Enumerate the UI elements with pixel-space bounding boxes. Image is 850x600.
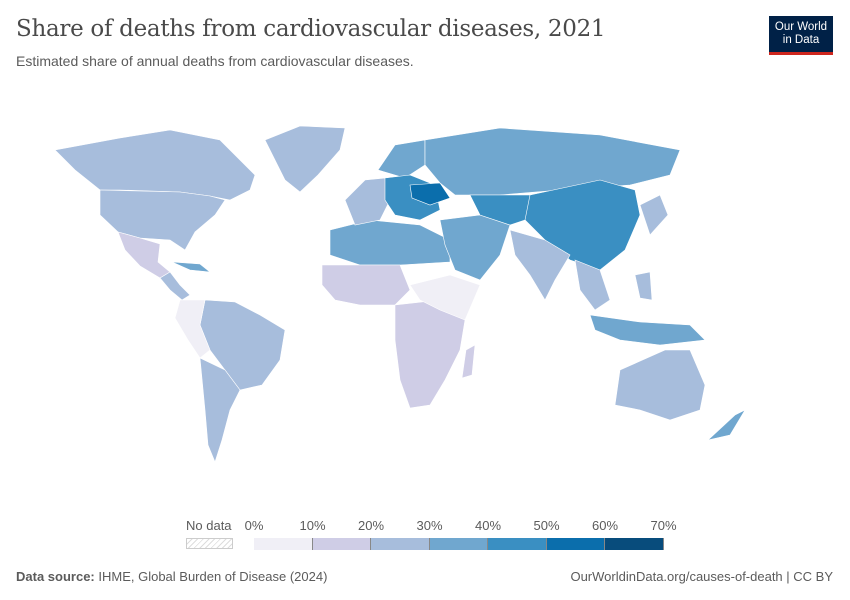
region-andes[interactable] (174, 299, 211, 359)
region-southeast-asia[interactable] (574, 259, 611, 311)
world-map (54, 125, 746, 463)
region-middle-east[interactable] (439, 214, 511, 281)
legend-bin-10-20%[interactable] (312, 538, 371, 550)
owid-logo[interactable]: Our World in Data (769, 16, 833, 55)
region-southern-cone[interactable] (199, 357, 241, 463)
legend-bin-50-60%[interactable] (546, 538, 605, 550)
legend-tick: 50% (533, 518, 560, 533)
region-caribbean[interactable] (171, 261, 211, 273)
region-usa[interactable] (99, 189, 226, 251)
legend-tick: 40% (474, 518, 502, 533)
region-ukraine[interactable] (409, 182, 451, 206)
data-source-text[interactable]: IHME, Global Burden of Disease (2024) (94, 569, 328, 584)
region-madagascar[interactable] (461, 344, 476, 379)
page-title: Share of deaths from cardiovascular dise… (16, 16, 606, 42)
legend-bin-0-10%[interactable] (254, 538, 313, 550)
legend-bin-20-30%[interactable] (371, 538, 430, 550)
data-source: Data source: IHME, Global Burden of Dise… (16, 569, 327, 584)
logo-line-1: Our World (774, 21, 828, 33)
region-japan-korea[interactable] (639, 194, 669, 236)
region-north-africa[interactable] (329, 219, 451, 266)
region-canada[interactable] (54, 129, 256, 201)
legend-tick: 20% (357, 518, 385, 533)
page-subtitle: Estimated share of annual deaths from ca… (16, 53, 414, 69)
legend-bin-30-40%[interactable] (429, 538, 488, 550)
logo-line-2: in Data (782, 34, 820, 46)
region-russia[interactable] (424, 127, 681, 196)
region-india[interactable] (509, 229, 571, 301)
legend-tick: 30% (416, 518, 443, 533)
region-indonesia[interactable] (589, 314, 706, 346)
source-url[interactable]: OurWorldinData.org/causes-of-death | CC … (570, 569, 833, 584)
region-philippines[interactable] (634, 271, 653, 301)
map-legend: No data 0% 10% 20% 30% 40% 50% 60% 70% (0, 514, 850, 554)
region-scandinavia[interactable] (377, 139, 426, 179)
legend-tick: 70% (650, 518, 677, 533)
region-west-africa[interactable] (321, 264, 411, 306)
region-greenland[interactable] (264, 125, 346, 193)
region-western-europe[interactable] (344, 177, 391, 226)
region-new-zealand[interactable] (706, 409, 746, 441)
region-australia[interactable] (614, 349, 706, 421)
legend-tick: 60% (591, 518, 619, 533)
legend-tick: 10% (299, 518, 326, 533)
region-china[interactable] (524, 179, 641, 271)
legend-tick: 0% (244, 518, 264, 533)
region-central-america[interactable] (159, 271, 191, 301)
data-source-label: Data source: (16, 569, 95, 584)
region-central-south-africa[interactable] (394, 299, 466, 409)
no-data-swatch[interactable] (186, 538, 233, 549)
legend-bin-40-50%[interactable] (488, 538, 547, 550)
legend-bin-60-70%[interactable] (605, 538, 664, 550)
region-horn-of-africa[interactable] (409, 274, 481, 321)
no-data-label: No data (186, 518, 232, 533)
